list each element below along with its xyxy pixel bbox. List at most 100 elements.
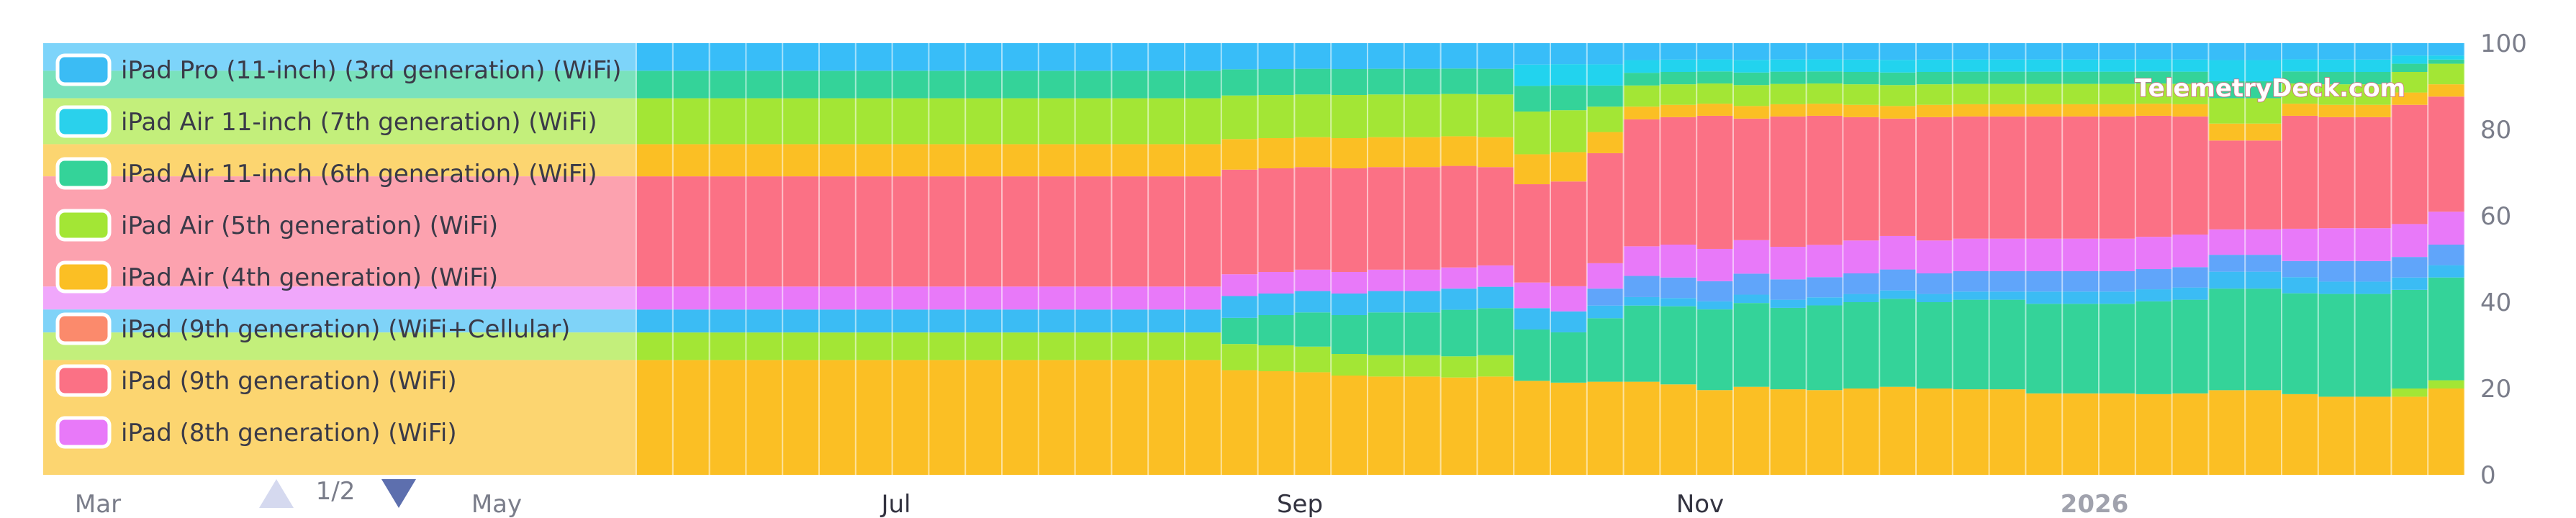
area-segment bbox=[1331, 138, 1368, 168]
area-segment bbox=[1660, 384, 1697, 475]
area-segment bbox=[1514, 308, 1551, 330]
area-segment bbox=[2099, 83, 2136, 104]
area-segment bbox=[2171, 71, 2209, 84]
area-segment bbox=[2099, 104, 2136, 117]
area-segment bbox=[819, 98, 857, 145]
area-segment bbox=[2025, 304, 2063, 394]
area-segment bbox=[1257, 315, 1295, 345]
area-segment bbox=[819, 176, 857, 287]
area-segment bbox=[1221, 43, 1259, 70]
pager-next-arrow-icon[interactable] bbox=[381, 479, 416, 508]
area-segment bbox=[928, 98, 966, 145]
area-segment bbox=[1440, 356, 1478, 378]
area-segment bbox=[1404, 376, 1442, 475]
area-segment bbox=[965, 309, 1003, 333]
area-segment bbox=[1514, 86, 1551, 112]
area-segment bbox=[1733, 294, 1771, 304]
area-segment bbox=[1111, 98, 1149, 145]
area-segment bbox=[1696, 115, 1734, 249]
area-segment bbox=[1769, 59, 1807, 72]
area-segment bbox=[1440, 94, 1478, 137]
legend-item[interactable]: iPad Air 11-inch (6th generation) (WiFi) bbox=[55, 157, 597, 190]
area-segment bbox=[1550, 110, 1588, 153]
legend-item[interactable]: iPad (8th generation) (WiFi) bbox=[55, 416, 457, 449]
area-segment bbox=[2391, 43, 2428, 56]
legend-swatch bbox=[55, 416, 112, 449]
area-segment bbox=[2282, 115, 2319, 229]
area-segment bbox=[2245, 140, 2282, 230]
area-segment bbox=[1989, 271, 2026, 292]
area-segment bbox=[1148, 176, 1185, 287]
area-segment bbox=[2135, 289, 2173, 301]
legend-item[interactable]: iPad Air (4th generation) (WiFi) bbox=[55, 260, 498, 294]
area-segment bbox=[1221, 296, 1259, 318]
area-segment bbox=[2099, 393, 2136, 475]
y-tick-label: 20 bbox=[2480, 375, 2511, 404]
area-segment bbox=[1879, 269, 1917, 291]
area-segment bbox=[1148, 286, 1185, 310]
area-segment bbox=[2099, 43, 2136, 60]
area-segment bbox=[1075, 360, 1112, 475]
area-segment bbox=[2135, 269, 2173, 290]
area-segment bbox=[928, 71, 966, 99]
legend-item[interactable]: iPad Air 11-inch (7th generation) (WiFi) bbox=[55, 105, 597, 138]
area-segment bbox=[2135, 394, 2173, 475]
area-segment bbox=[1586, 85, 1624, 107]
area-segment bbox=[1257, 138, 1295, 168]
area-segment bbox=[636, 360, 674, 475]
area-segment bbox=[1148, 332, 1185, 360]
area-segment bbox=[1989, 238, 2026, 271]
area-segment bbox=[2135, 59, 2173, 72]
area-segment bbox=[2171, 393, 2209, 475]
area-segment bbox=[1586, 153, 1624, 263]
area-segment bbox=[1879, 106, 1917, 119]
area-segment bbox=[819, 71, 857, 99]
legend-item[interactable]: iPad Pro (11-inch) (3rd generation) (WiF… bbox=[55, 53, 622, 86]
area-segment bbox=[1989, 116, 2026, 239]
area-segment bbox=[2062, 43, 2100, 60]
area-segment bbox=[1769, 71, 1807, 84]
area-segment bbox=[965, 43, 1003, 71]
area-segment bbox=[1221, 95, 1259, 140]
area-segment bbox=[1806, 297, 1843, 306]
legend-label: iPad Air 11-inch (6th generation) (WiFi) bbox=[121, 160, 597, 188]
area-segment bbox=[1660, 72, 1697, 85]
legend-item[interactable]: iPad Air (5th generation) (WiFi) bbox=[55, 209, 498, 242]
legend-item[interactable]: iPad (9th generation) (WiFi) bbox=[55, 364, 457, 397]
area-segment bbox=[819, 43, 857, 71]
area-segment bbox=[1331, 315, 1368, 354]
area-segment bbox=[965, 360, 1003, 475]
area-segment bbox=[2428, 55, 2465, 60]
pager-prev-arrow-icon[interactable] bbox=[259, 479, 294, 508]
area-segment bbox=[1843, 294, 1880, 302]
area-segment-leading bbox=[43, 286, 636, 310]
area-segment bbox=[1038, 176, 1076, 287]
area-segment bbox=[965, 144, 1003, 177]
area-segment bbox=[1586, 64, 1624, 86]
area-segment bbox=[2318, 396, 2356, 475]
area-segment bbox=[2135, 301, 2173, 394]
area-segment bbox=[2354, 260, 2392, 282]
area-segment bbox=[1038, 71, 1076, 99]
area-segment bbox=[2318, 281, 2356, 294]
area-segment bbox=[1404, 291, 1442, 313]
area-segment bbox=[2099, 59, 2136, 72]
legend-pager[interactable]: 1/2 bbox=[259, 477, 416, 508]
area-segment bbox=[1843, 388, 1880, 475]
area-segment bbox=[1440, 267, 1478, 289]
legend-item[interactable]: iPad (9th generation) (WiFi+Cellular) bbox=[55, 312, 570, 345]
area-segment bbox=[1550, 181, 1588, 286]
area-segment bbox=[928, 360, 966, 475]
area-segment bbox=[1952, 104, 1990, 117]
area-segment bbox=[1586, 305, 1624, 319]
area-segment bbox=[1257, 371, 1295, 475]
area-segment bbox=[1257, 345, 1295, 371]
area-segment bbox=[782, 176, 820, 287]
area-segment bbox=[1843, 43, 1880, 60]
area-segment bbox=[636, 286, 674, 310]
area-segment bbox=[1477, 43, 1514, 69]
area-segment bbox=[1002, 98, 1039, 145]
area-segment bbox=[1477, 355, 1514, 377]
area-segment bbox=[746, 71, 783, 99]
area-segment bbox=[2245, 81, 2282, 99]
